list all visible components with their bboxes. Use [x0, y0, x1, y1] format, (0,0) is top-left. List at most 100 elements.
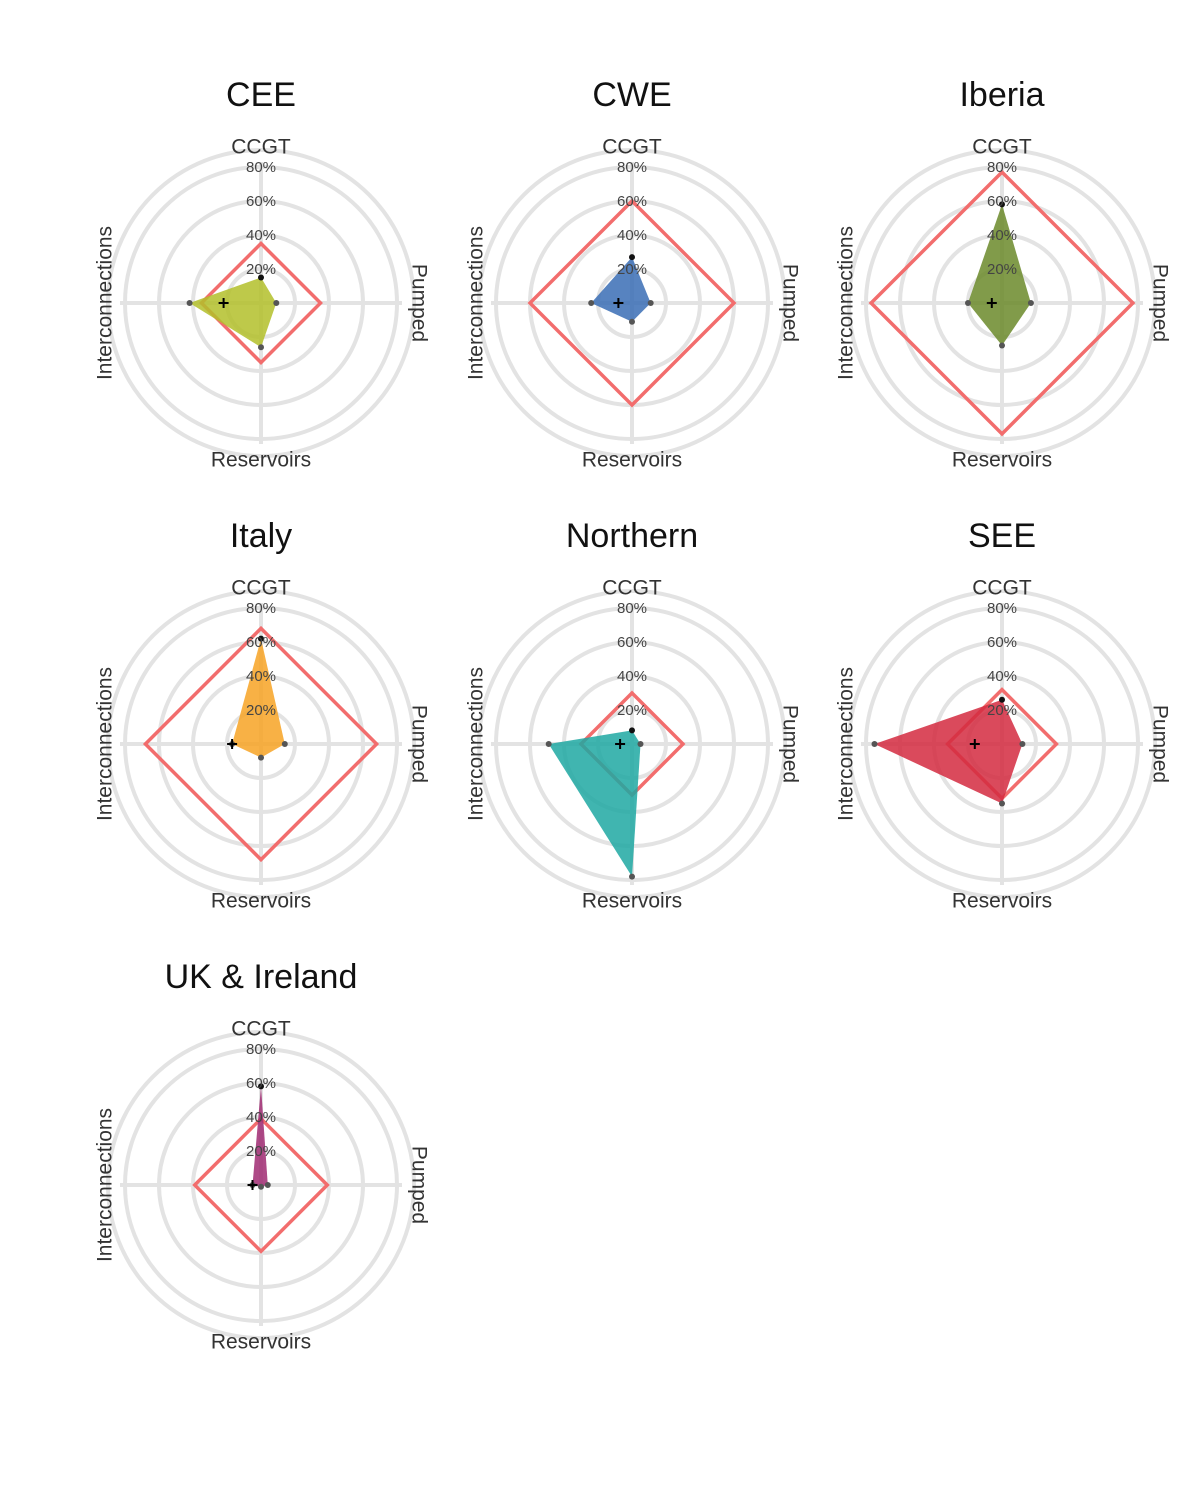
y-tick-label: 40% — [987, 668, 1017, 685]
panel-title: SEE — [968, 517, 1036, 555]
data-point — [258, 1183, 264, 1190]
data-area — [252, 1086, 268, 1187]
axis-label: Pumped — [778, 264, 801, 342]
radar-panel: 20% 40% 60% 80%CCGT Reservoirs Pumped Intercon… — [835, 76, 1172, 472]
marker-plus — [986, 298, 997, 308]
radar-panel: 20% 40% 60% 80%CCGT Reservoirs Pumped Intercon… — [94, 517, 431, 913]
reference-diamond — [192, 1116, 330, 1254]
data-area — [874, 699, 1023, 804]
reference-diamond — [868, 169, 1136, 437]
data-point — [999, 342, 1005, 349]
y-tick-label: 20% — [246, 1143, 276, 1160]
y-tick-label: 20% — [987, 702, 1017, 719]
axis-label: Interconnections — [465, 667, 488, 821]
axis-label: CCGT — [231, 136, 291, 159]
data-point — [588, 300, 595, 306]
axis-label: Pumped — [407, 264, 430, 342]
y-tick-label: 20% — [617, 702, 647, 719]
y-tick-label: 40% — [246, 668, 276, 685]
data-point — [999, 201, 1005, 208]
axis-label: Interconnections — [94, 226, 117, 380]
y-tick-label: 60% — [987, 193, 1017, 210]
data-point — [629, 318, 635, 325]
axis-label: CCGT — [972, 136, 1032, 159]
data-point — [999, 800, 1005, 807]
axis-label: Pumped — [407, 705, 430, 783]
axis-label: CCGT — [231, 577, 291, 600]
marker-plus — [247, 1180, 258, 1190]
y-tick-label: 80% — [246, 600, 276, 617]
panel-title: CEE — [226, 76, 296, 114]
panel-title: UK & Ireland — [165, 958, 358, 996]
axis-label: Interconnections — [835, 667, 858, 821]
y-tick-label: 80% — [617, 600, 647, 617]
radar-panel: 20% 40% 60% 80%CCGT Reservoirs Pumped Intercon… — [465, 517, 802, 913]
grid-circle — [477, 148, 787, 458]
grid-circle — [477, 589, 787, 899]
radar-panel: 20% 40% 60% 80%CCGT Reservoirs Pumped Intercon… — [835, 517, 1172, 913]
radar-panel: 20% 40% 60% 80%CCGT Reservoirs Pumped Intercon… — [465, 76, 802, 472]
panel-title: Italy — [230, 517, 292, 555]
data-area — [548, 730, 641, 877]
axis-label: Interconnections — [94, 667, 117, 821]
data-area — [591, 257, 651, 322]
data-point — [1027, 300, 1034, 306]
data-area — [189, 277, 277, 348]
axis-label: CCGT — [602, 136, 662, 159]
marker-plus — [227, 739, 238, 749]
y-tick-label: 80% — [987, 600, 1017, 617]
data-point — [965, 300, 971, 306]
y-tick-label: 60% — [246, 193, 276, 210]
axis-label: Reservoirs — [952, 890, 1052, 913]
axis-label: Interconnections — [465, 226, 488, 380]
radar-panel: 20% 40% 60% 80%CCGT Reservoirs Pumped Intercon… — [94, 958, 431, 1354]
y-tick-label: 20% — [246, 261, 276, 278]
axis-label: Reservoirs — [582, 449, 682, 472]
y-tick-label: 40% — [617, 227, 647, 244]
axis-label: CCGT — [602, 577, 662, 600]
grid-circle — [847, 148, 1157, 458]
axis-label: CCGT — [231, 1018, 291, 1041]
data-point — [281, 741, 288, 747]
data-point — [273, 300, 280, 306]
axis-label: Pumped — [407, 1146, 430, 1224]
axis-label: Reservoirs — [211, 1331, 311, 1354]
y-tick-label: 40% — [246, 1109, 276, 1126]
axis-label: Reservoirs — [211, 449, 311, 472]
y-tick-label: 20% — [617, 261, 647, 278]
marker-plus — [615, 739, 626, 749]
data-point — [258, 754, 264, 761]
y-tick-label: 20% — [987, 261, 1017, 278]
radar-panel: 20% 40% 60% 80%CCGT Reservoirs Pumped Intercon… — [94, 76, 431, 472]
axis-label: Interconnections — [835, 226, 858, 380]
panel-title: Northern — [566, 517, 698, 555]
grid-circle — [106, 1030, 416, 1340]
data-point — [629, 727, 635, 734]
data-point — [629, 254, 635, 261]
axis-label: CCGT — [972, 577, 1032, 600]
data-point — [258, 274, 264, 281]
data-point — [186, 300, 193, 306]
data-point — [1019, 741, 1026, 747]
panel-title: Iberia — [959, 76, 1044, 114]
y-tick-label: 40% — [246, 227, 276, 244]
axis-label: Pumped — [1148, 264, 1171, 342]
data-point — [629, 873, 635, 880]
reference-diamond — [199, 241, 323, 365]
data-point — [258, 344, 264, 351]
data-point — [999, 696, 1005, 703]
data-area — [968, 204, 1031, 346]
y-tick-label: 20% — [246, 702, 276, 719]
grid-circle — [847, 589, 1157, 899]
grid-circle — [106, 589, 416, 899]
reference-diamond — [527, 198, 737, 408]
y-tick-label: 80% — [617, 159, 647, 176]
y-tick-label: 60% — [246, 634, 276, 651]
data-point — [258, 635, 264, 642]
data-point — [871, 741, 878, 747]
y-tick-label: 60% — [617, 193, 647, 210]
y-tick-label: 80% — [246, 1041, 276, 1058]
axis-label: Pumped — [778, 705, 801, 783]
data-point — [264, 1182, 271, 1188]
